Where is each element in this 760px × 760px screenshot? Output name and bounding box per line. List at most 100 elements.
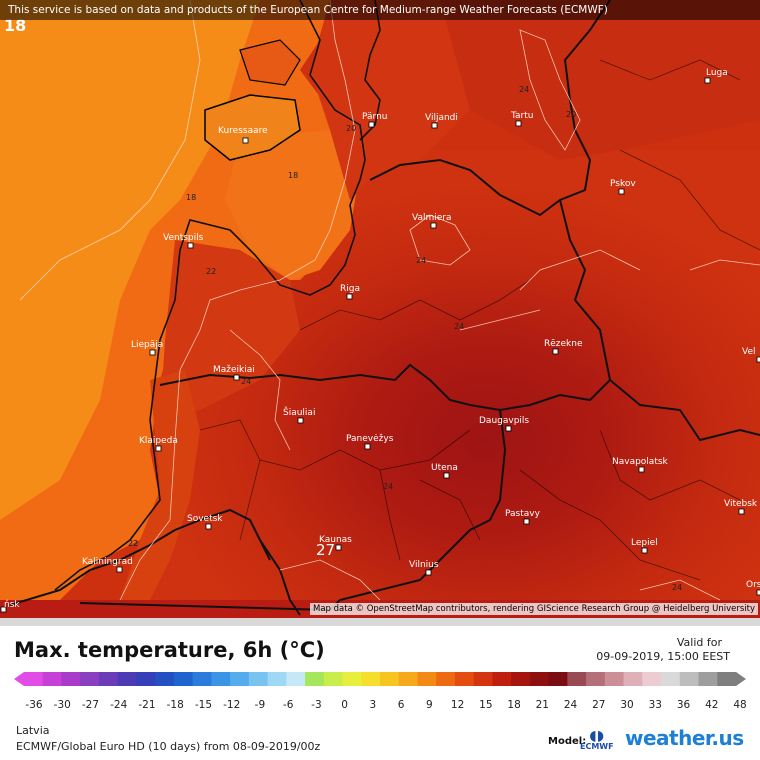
city-2[interactable]: Tartu <box>510 111 533 127</box>
scale-tick-label: 12 <box>451 699 464 711</box>
scale-tick-label: -27 <box>82 699 99 711</box>
color-scale: -36 -30 -27 -24 -21 -18 -15 -12 -9 -6 -3 0 3 6 9 12 15 18… <box>14 672 747 711</box>
scale-min-arrow <box>14 672 24 686</box>
temperature-map[interactable]: Pärnu Viljandi Tartu Luga Kuressaare Pskov Val… <box>0 0 760 618</box>
ecmwf-logo[interactable]: ◖◗ ECMWF <box>580 728 614 751</box>
scale-swatch <box>117 672 137 686</box>
saaremaa-island <box>204 94 301 161</box>
scale-tick-label: -9 <box>255 699 265 711</box>
city-markers: Pärnu Viljandi Tartu Luga Kuressaare Pskov Val… <box>0 68 760 613</box>
city-7[interactable]: Ventspils <box>163 233 204 249</box>
scale-swatch <box>267 672 287 686</box>
city-marker <box>233 374 240 381</box>
city-label: Ors <box>746 580 760 590</box>
scale-swatch <box>473 672 493 686</box>
scale-swatch <box>192 672 212 686</box>
scale-swatch <box>567 672 587 686</box>
city-0[interactable]: Pärnu <box>362 112 388 128</box>
city-label: Vel <box>742 347 756 357</box>
city-marker <box>242 137 249 144</box>
scale-tick-label: -6 <box>283 699 294 711</box>
scale-tick-label: 15 <box>479 699 492 711</box>
valid-time: 09-09-2019, 15:00 EEST <box>596 650 730 663</box>
northeast-region <box>440 0 760 160</box>
admin-boundaries <box>199 59 760 581</box>
scale-swatch <box>61 672 81 686</box>
scale-tick-label: 42 <box>705 699 718 711</box>
city-22[interactable]: Lepiel <box>631 538 658 554</box>
city-17[interactable]: Navapolatsk <box>612 457 669 473</box>
country-borders <box>9 0 760 616</box>
city-1[interactable]: Viljandi <box>425 113 458 129</box>
scale-swatch <box>286 672 306 686</box>
isotherm-label: 18 <box>288 171 298 180</box>
city-label: Luga <box>706 68 728 78</box>
city-label: Pastavy <box>505 509 541 519</box>
city-label: Navapolatsk <box>612 457 669 467</box>
city-label: Kaliningrad <box>82 557 133 567</box>
city-20[interactable]: Vitebsk <box>724 499 758 515</box>
scale-swatch <box>586 672 606 686</box>
separator <box>0 618 760 626</box>
hiiumaa-island <box>239 39 301 86</box>
scale-swatch <box>98 672 119 686</box>
isotherm-label: 24 <box>416 256 426 265</box>
city-marker <box>618 188 625 195</box>
weather-us-logo[interactable]: weather.us <box>625 726 744 750</box>
scale-swatch <box>80 672 100 686</box>
city-10[interactable]: Rēzekne <box>544 339 583 355</box>
scale-swatch <box>136 672 156 686</box>
city-23[interactable]: Kaliningrad <box>82 557 133 573</box>
scale-swatch <box>230 672 250 686</box>
scale-tick-label: 21 <box>536 699 549 711</box>
isotherm-label: 24 <box>383 482 393 491</box>
city-label: Liepāja <box>131 340 163 350</box>
city-6[interactable]: Valmiera <box>412 213 452 229</box>
city-9[interactable]: Liepāja <box>131 340 163 356</box>
scale-swatch <box>24 672 44 686</box>
city-21[interactable]: Kaunas <box>319 535 352 551</box>
city-12[interactable]: Šiauliai <box>283 406 315 424</box>
city-16[interactable]: Utena <box>431 463 458 479</box>
city-19[interactable]: Pastavy <box>505 509 541 525</box>
city-marker <box>430 222 437 229</box>
estonia-land <box>310 0 470 200</box>
scale-swatch <box>679 672 700 686</box>
city-27[interactable]: ńsk <box>0 600 20 613</box>
city-4[interactable]: Kuressaare <box>218 126 268 144</box>
scale-swatch <box>548 672 568 686</box>
scale-swatch <box>436 672 456 686</box>
city-marker <box>187 242 194 249</box>
city-11[interactable]: Mažeikiai <box>213 365 255 381</box>
scale-tick-label: -21 <box>138 699 155 711</box>
city-13[interactable]: Panevėžys <box>346 434 394 450</box>
isotherm-label: 24 <box>672 583 682 592</box>
city-marker <box>738 508 745 515</box>
scale-tick-label: 30 <box>620 699 633 711</box>
city-marker <box>552 348 559 355</box>
city-marker <box>515 120 522 127</box>
city-marker <box>364 443 371 450</box>
city-marker <box>704 77 711 84</box>
scale-swatch <box>361 672 381 686</box>
city-18[interactable]: Sovetsk <box>187 514 223 530</box>
scale-tick-label: 33 <box>649 699 662 711</box>
scale-swatch <box>661 672 681 686</box>
isotherm-label: 24 <box>519 85 529 94</box>
city-3[interactable]: Luga <box>704 68 728 84</box>
city-5[interactable]: Pskov <box>610 179 636 195</box>
city-label: Riga <box>340 284 360 294</box>
gulf-of-riga <box>225 130 360 280</box>
city-label: Panevėžys <box>346 434 394 444</box>
city-24[interactable]: Vilnius <box>409 560 439 576</box>
city-marker <box>443 472 450 479</box>
city-14[interactable]: Daugavpils <box>479 416 529 432</box>
city-8[interactable]: Riga <box>340 284 360 300</box>
city-15[interactable]: Klaipeda <box>139 436 178 452</box>
region-name: Latvia <box>16 724 50 737</box>
scale-tick-label: 48 <box>733 699 746 711</box>
map-attribution[interactable]: Map data © OpenStreetMap contributors, r… <box>310 603 758 615</box>
isotherm-label: 22 <box>206 267 216 276</box>
city-marker <box>346 293 353 300</box>
